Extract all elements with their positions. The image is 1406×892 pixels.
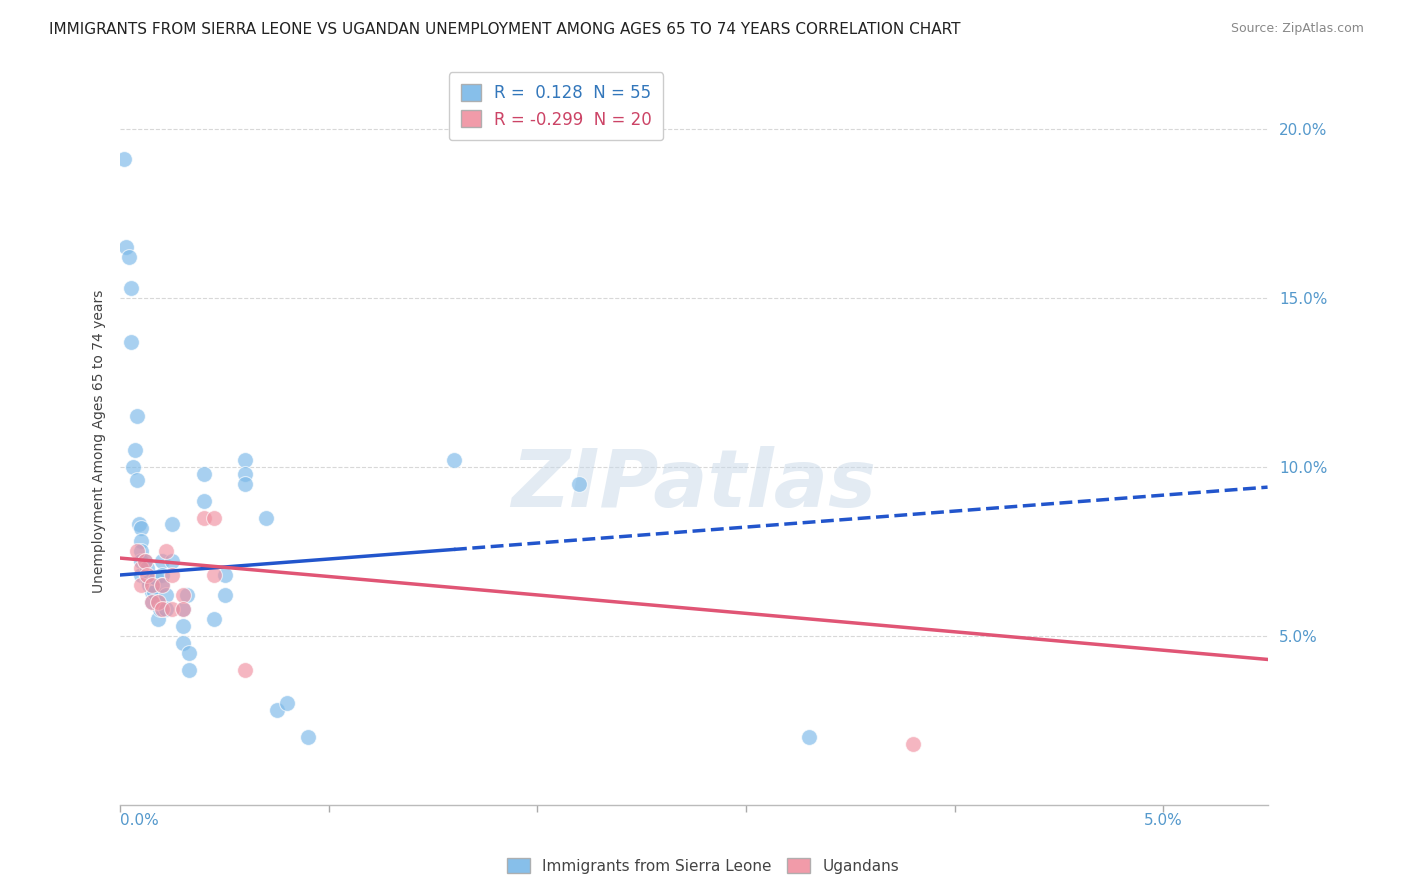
Point bbox=[120, 334, 142, 349]
Point bbox=[136, 571, 159, 585]
Point bbox=[117, 251, 139, 265]
Point bbox=[129, 568, 152, 582]
Point bbox=[120, 281, 142, 295]
Point bbox=[172, 618, 194, 632]
Point bbox=[177, 663, 200, 677]
Point bbox=[177, 646, 200, 660]
Point bbox=[297, 730, 319, 744]
Point bbox=[146, 595, 169, 609]
Point bbox=[142, 585, 165, 599]
Point bbox=[150, 578, 173, 592]
Point bbox=[162, 517, 184, 532]
Point bbox=[172, 601, 194, 615]
Point bbox=[276, 697, 298, 711]
Point bbox=[115, 240, 138, 254]
Y-axis label: Unemployment Among Ages 65 to 74 years: Unemployment Among Ages 65 to 74 years bbox=[93, 290, 107, 593]
Point bbox=[145, 571, 167, 585]
Point bbox=[235, 453, 257, 467]
Point bbox=[129, 521, 152, 535]
Text: IMMIGRANTS FROM SIERRA LEONE VS UGANDAN UNEMPLOYMENT AMONG AGES 65 TO 74 YEARS C: IMMIGRANTS FROM SIERRA LEONE VS UGANDAN … bbox=[49, 22, 960, 37]
Point bbox=[235, 467, 257, 481]
Point bbox=[172, 588, 194, 602]
Point bbox=[202, 510, 225, 524]
Point bbox=[162, 568, 184, 582]
Point bbox=[134, 554, 156, 568]
Point bbox=[136, 568, 159, 582]
Point bbox=[129, 554, 152, 568]
Point bbox=[150, 568, 173, 582]
Point bbox=[129, 561, 152, 575]
Point bbox=[112, 153, 135, 167]
Point bbox=[155, 544, 177, 558]
Point bbox=[214, 588, 236, 602]
Text: 0.0%: 0.0% bbox=[121, 814, 159, 829]
Point bbox=[150, 578, 173, 592]
Point bbox=[266, 703, 288, 717]
Legend: R =  0.128  N = 55, R = -0.299  N = 20: R = 0.128 N = 55, R = -0.299 N = 20 bbox=[449, 72, 664, 140]
Text: 5.0%: 5.0% bbox=[1144, 814, 1182, 829]
Point bbox=[149, 601, 172, 615]
Point bbox=[797, 730, 820, 744]
Point bbox=[193, 493, 215, 508]
Point bbox=[136, 561, 159, 575]
Point bbox=[568, 476, 591, 491]
Point bbox=[202, 612, 225, 626]
Point bbox=[193, 510, 215, 524]
Text: ZIPatlas: ZIPatlas bbox=[512, 446, 876, 524]
Text: Source: ZipAtlas.com: Source: ZipAtlas.com bbox=[1230, 22, 1364, 36]
Point bbox=[172, 601, 194, 615]
Point bbox=[214, 568, 236, 582]
Point bbox=[141, 578, 163, 592]
Point bbox=[138, 578, 160, 592]
Point bbox=[150, 601, 173, 615]
Point bbox=[202, 568, 225, 582]
Point bbox=[125, 544, 148, 558]
Point bbox=[176, 588, 198, 602]
Point bbox=[155, 588, 177, 602]
Point bbox=[124, 442, 146, 457]
Point bbox=[146, 595, 169, 609]
Point bbox=[254, 510, 277, 524]
Point bbox=[125, 409, 148, 424]
Point bbox=[162, 601, 184, 615]
Point bbox=[150, 554, 173, 568]
Point bbox=[146, 612, 169, 626]
Point bbox=[162, 554, 184, 568]
Point bbox=[129, 544, 152, 558]
Point bbox=[141, 595, 163, 609]
Point bbox=[172, 635, 194, 649]
Point bbox=[901, 737, 924, 751]
Point bbox=[155, 601, 177, 615]
Point bbox=[128, 517, 150, 532]
Point bbox=[121, 459, 143, 474]
Point bbox=[129, 534, 152, 549]
Point bbox=[134, 554, 156, 568]
Point bbox=[141, 578, 163, 592]
Point bbox=[193, 467, 215, 481]
Point bbox=[141, 585, 163, 599]
Point bbox=[141, 595, 163, 609]
Point bbox=[129, 578, 152, 592]
Legend: Immigrants from Sierra Leone, Ugandans: Immigrants from Sierra Leone, Ugandans bbox=[501, 852, 905, 880]
Point bbox=[235, 476, 257, 491]
Point bbox=[235, 663, 257, 677]
Point bbox=[443, 453, 465, 467]
Point bbox=[125, 474, 148, 488]
